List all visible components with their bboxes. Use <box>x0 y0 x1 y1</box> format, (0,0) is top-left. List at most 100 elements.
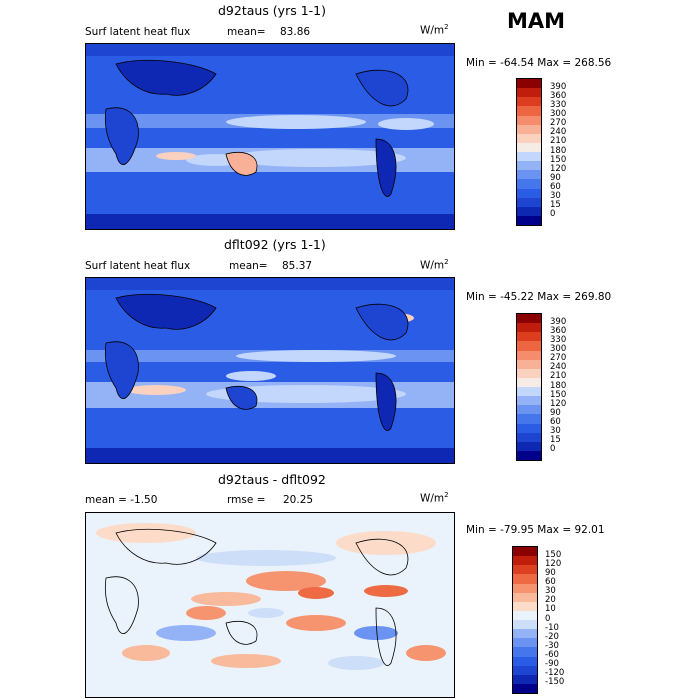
panel2-map <box>85 277 455 464</box>
panel1-colorbar <box>516 78 542 226</box>
colorbar-swatch <box>513 647 537 657</box>
colorbar-tick-label: 240 <box>550 127 567 138</box>
colorbar-tick-label: 30 <box>550 426 561 437</box>
colorbar-swatch <box>517 142 541 152</box>
panel2-map-svg <box>86 278 454 463</box>
colorbar-swatch <box>517 206 541 216</box>
colorbar-swatch <box>517 341 541 351</box>
colorbar-swatch <box>517 332 541 342</box>
colorbar-swatch <box>517 106 541 116</box>
colorbar-tick-label: 210 <box>550 136 567 147</box>
colorbar-tick-label: 60 <box>545 577 556 587</box>
colorbar-tick-label: 180 <box>550 380 567 391</box>
panel1-map-svg <box>86 44 454 229</box>
colorbar-swatch <box>517 170 541 180</box>
colorbar-tick-label: 0 <box>550 444 556 455</box>
colorbar-tick-label: 150 <box>545 549 562 560</box>
colorbar-swatch <box>517 368 541 378</box>
colorbar-tick-label: 150 <box>550 154 567 165</box>
colorbar-swatch <box>517 350 541 360</box>
colorbar-tick-label: 60 <box>550 182 561 192</box>
panel1-title: d92taus (yrs 1-1) <box>218 3 327 18</box>
panel2-variable-label: Surf latent heat flux <box>85 260 191 272</box>
colorbar-swatch <box>517 115 541 125</box>
colorbar-tick-label: -150 <box>545 677 565 688</box>
panel2-mean-value: 85.37 <box>282 260 313 272</box>
colorbar-tick-label: 210 <box>550 371 567 382</box>
colorbar-swatch <box>517 441 541 451</box>
colorbar-swatch <box>513 683 537 693</box>
colorbar-tick-label: 120 <box>550 163 567 174</box>
panel3-minmax: Min = -79.95 Max = 92.01 <box>466 524 605 536</box>
colorbar-swatch <box>513 610 537 620</box>
panel3-colorbar <box>512 546 538 694</box>
colorbar-swatch <box>517 377 541 387</box>
colorbar-swatch <box>513 629 537 639</box>
colorbar-swatch <box>517 414 541 424</box>
colorbar-tick-label: 60 <box>550 417 561 427</box>
colorbar-tick-label: 15 <box>550 435 561 446</box>
colorbar-swatch <box>513 674 537 684</box>
colorbar-tick-label: 0 <box>550 209 556 220</box>
colorbar-tick-label: -120 <box>545 668 565 679</box>
colorbar-swatch <box>517 197 541 207</box>
colorbar-swatch <box>517 396 541 406</box>
colorbar-swatch <box>517 161 541 171</box>
panel3-title: d92taus - dflt092 <box>218 472 326 487</box>
colorbar-swatch <box>513 620 537 630</box>
colorbar-swatch <box>517 188 541 198</box>
panel2-title: dflt092 (yrs 1-1) <box>224 237 326 252</box>
colorbar-swatch <box>517 423 541 433</box>
colorbar-tick-label: -10 <box>545 622 559 633</box>
colorbar-swatch <box>517 215 541 225</box>
colorbar-tick-label: 15 <box>550 200 561 211</box>
season-label: MAM <box>507 9 566 33</box>
colorbar-tick-label: 10 <box>545 604 556 615</box>
colorbar-tick-label: 90 <box>550 407 561 418</box>
colorbar-swatch <box>513 638 537 648</box>
colorbar-swatch <box>517 88 541 98</box>
panel1-minmax: Min = -64.54 Max = 268.56 <box>466 57 612 69</box>
colorbar-tick-label: -90 <box>545 659 559 670</box>
colorbar-swatch <box>513 601 537 611</box>
colorbar-swatch <box>513 556 537 566</box>
colorbar-tick-label: 360 <box>550 90 567 101</box>
colorbar-swatch <box>513 665 537 675</box>
colorbar-swatch <box>517 79 541 89</box>
colorbar-tick-label: 300 <box>550 109 567 119</box>
colorbar-swatch <box>517 179 541 189</box>
colorbar-swatch <box>513 583 537 593</box>
colorbar-tick-label: 0 <box>545 613 551 624</box>
colorbar-tick-label: -60 <box>545 650 559 660</box>
colorbar-swatch <box>513 547 537 557</box>
colorbar-swatch <box>517 405 541 415</box>
colorbar-swatch <box>513 565 537 575</box>
colorbar-swatch <box>517 387 541 397</box>
colorbar-tick-label: 30 <box>550 191 561 202</box>
panel2-units: W/m2 <box>420 258 449 272</box>
colorbar-tick-label: 300 <box>550 344 567 354</box>
colorbar-tick-label: 390 <box>550 81 567 92</box>
colorbar-swatch <box>513 574 537 584</box>
colorbar-tick-label: 20 <box>545 595 556 606</box>
panel2-mean-label: mean= <box>229 260 268 272</box>
colorbar-tick-label: 360 <box>550 325 567 336</box>
panel3-units: W/m2 <box>420 491 449 505</box>
panel3-rmse-value: 20.25 <box>283 494 314 506</box>
colorbar-tick-label: 330 <box>550 334 567 345</box>
colorbar-tick-label: 390 <box>550 316 567 327</box>
colorbar-tick-label: 90 <box>550 172 561 183</box>
panel1-mean-value: 83.86 <box>280 26 311 38</box>
panel1-units: W/m2 <box>420 23 449 37</box>
colorbar-tick-label: -20 <box>545 631 559 642</box>
colorbar-tick-label: 150 <box>550 389 567 400</box>
colorbar-swatch <box>517 432 541 442</box>
panel1-variable-label: Surf latent heat flux <box>85 26 191 38</box>
colorbar-swatch <box>513 656 537 666</box>
panel1-mean-label: mean= <box>227 26 266 38</box>
colorbar-swatch <box>513 592 537 602</box>
colorbar-swatch <box>517 314 541 324</box>
panel3-map-svg <box>86 513 454 697</box>
colorbar-tick-label: 270 <box>550 353 567 364</box>
colorbar-tick-label: 330 <box>550 99 567 110</box>
